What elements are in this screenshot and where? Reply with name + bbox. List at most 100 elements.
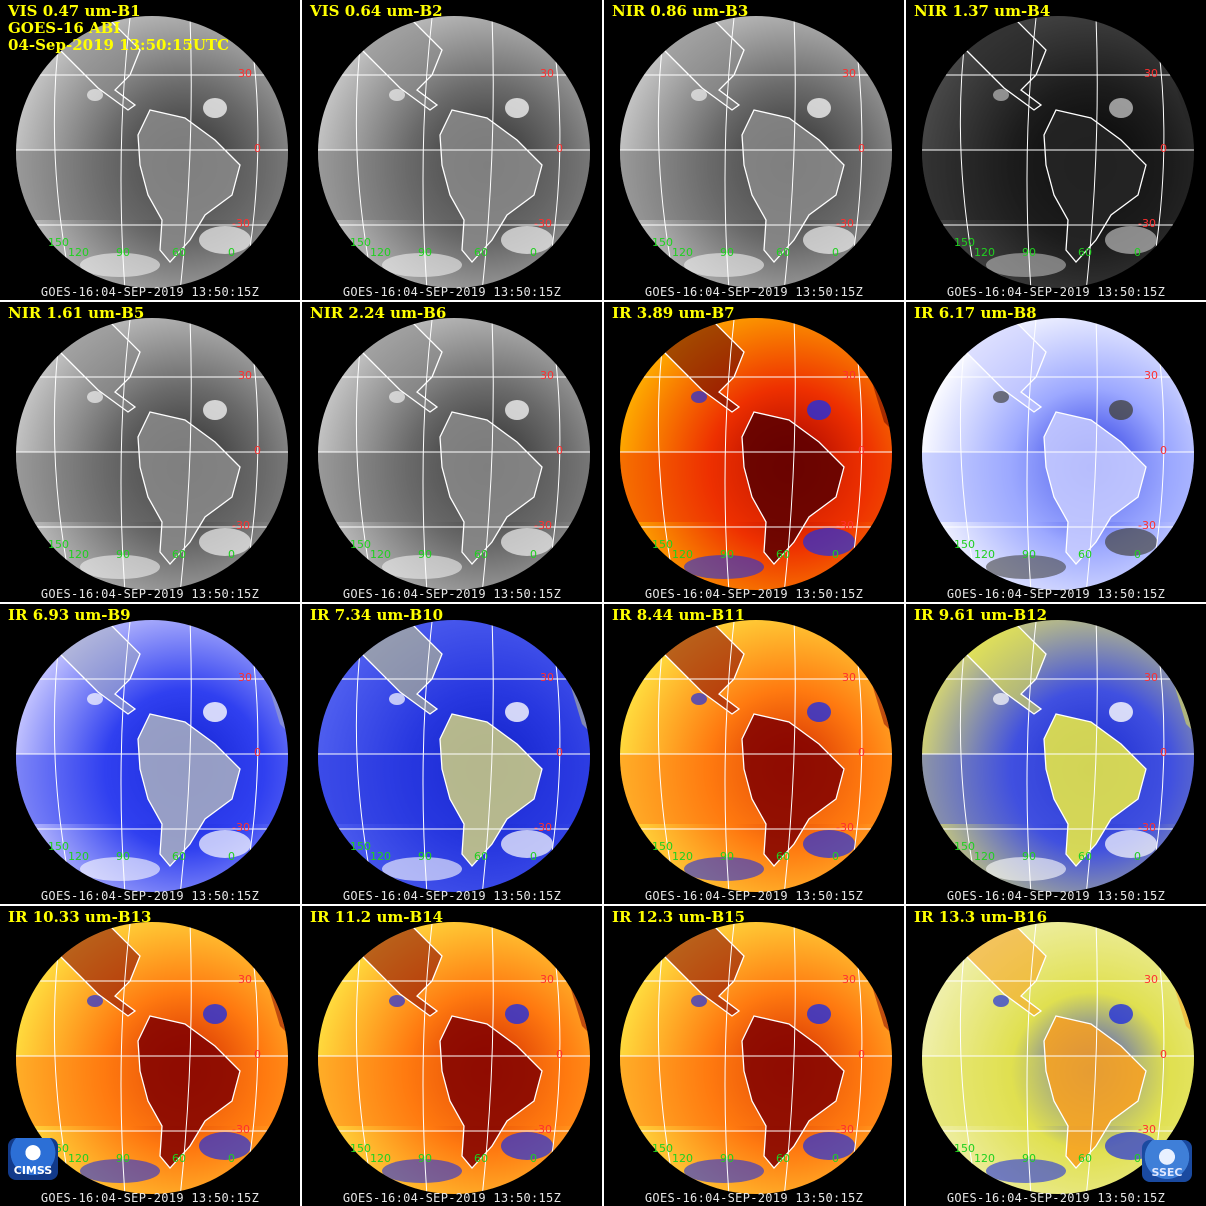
longitude-label: 0 — [1134, 246, 1141, 259]
band-title: IR 13.3 um-B16 — [914, 908, 1048, 926]
timestamp-footer: GOES-16:04-SEP-2019 13:50:15Z — [644, 889, 864, 903]
timestamp-footer: GOES-16:04-SEP-2019 13:50:15Z — [342, 587, 562, 601]
longitude-label: 90 — [1022, 850, 1036, 863]
longitude-label: 0 — [1134, 1152, 1141, 1165]
longitude-label: 150 — [954, 840, 975, 853]
latitude-label: 0 — [556, 142, 563, 155]
timestamp-footer: GOES-16:04-SEP-2019 13:50:15Z — [644, 587, 864, 601]
band-panel: 30 0 -30 150 120 90 60 0 IR 13.3 um-B16 GOES-16:0… — [906, 906, 1206, 1206]
longitude-label: 120 — [370, 548, 391, 561]
panel-divider — [0, 300, 1206, 302]
longitude-label: 150 — [652, 236, 673, 249]
longitude-label: 60 — [776, 246, 790, 259]
latitude-label: -30 — [1138, 217, 1156, 230]
longitude-label: 120 — [974, 548, 995, 561]
cimss-logo: CIMSS — [8, 1138, 58, 1180]
longitude-label: 90 — [116, 1152, 130, 1165]
band-title: VIS 0.47 um-B1 — [8, 2, 141, 20]
longitude-label: 120 — [974, 1152, 995, 1165]
latitude-label: 0 — [858, 444, 865, 457]
latitude-label: 30 — [540, 671, 554, 684]
longitude-label: 120 — [672, 1152, 693, 1165]
timestamp-footer: GOES-16:04-SEP-2019 13:50:15Z — [946, 889, 1166, 903]
band-title: IR 10.33 um-B13 — [8, 908, 152, 926]
latitude-label: -30 — [232, 821, 250, 834]
band-panel: 30 0 -30 150 120 90 60 0 VIS 0.64 um-B2 GOES-16:0… — [302, 0, 602, 300]
band-panel: 30 0 -30 150 120 90 60 0 NIR 1.37 um-B4 GOES-16:0… — [906, 0, 1206, 300]
latitude-label: 0 — [1160, 1048, 1167, 1061]
longitude-label: 60 — [1078, 246, 1092, 259]
longitude-label: 90 — [418, 850, 432, 863]
panel-divider — [0, 602, 1206, 604]
timestamp-footer: GOES-16:04-SEP-2019 13:50:15Z — [342, 285, 562, 299]
band-title: VIS 0.64 um-B2 — [310, 2, 443, 20]
longitude-label: 60 — [474, 548, 488, 561]
longitude-label: 150 — [350, 840, 371, 853]
latitude-label: -30 — [1138, 821, 1156, 834]
longitude-label: 120 — [370, 1152, 391, 1165]
latitude-label: 0 — [556, 444, 563, 457]
latitude-label: 30 — [1144, 973, 1158, 986]
timestamp-footer: GOES-16:04-SEP-2019 13:50:15Z — [342, 1191, 562, 1205]
timestamp-footer: GOES-16:04-SEP-2019 13:50:15Z — [644, 1191, 864, 1205]
latitude-label: 30 — [238, 973, 252, 986]
band-panel: 30 0 -30 150 120 90 60 0 IR 11.2 um-B14 GOES-16:0… — [302, 906, 602, 1206]
latitude-label: 0 — [254, 1048, 261, 1061]
band-panel: 30 0 -30 150 120 90 60 0 IR 8.44 um-B11 GOES-16:0… — [604, 604, 904, 904]
longitude-label: 60 — [474, 246, 488, 259]
longitude-label: 90 — [116, 246, 130, 259]
longitude-label: 120 — [370, 246, 391, 259]
longitude-label: 60 — [172, 548, 186, 561]
datetime-label: 04-Sep-2019 13:50:15UTC — [8, 36, 230, 54]
longitude-label: 150 — [350, 538, 371, 551]
latitude-label: -30 — [1138, 1123, 1156, 1136]
longitude-label: 120 — [672, 850, 693, 863]
band-panel: 30 0 -30 150 120 90 60 0 NIR 0.86 um-B3 GOES-16:0… — [604, 0, 904, 300]
longitude-label: 0 — [228, 246, 235, 259]
longitude-label: 0 — [1134, 548, 1141, 561]
latitude-label: -30 — [836, 821, 854, 834]
latitude-label: 30 — [540, 67, 554, 80]
band-title: IR 12.3 um-B15 — [612, 908, 746, 926]
longitude-label: 60 — [172, 850, 186, 863]
latitude-label: -30 — [836, 217, 854, 230]
band-title: IR 6.93 um-B9 — [8, 606, 131, 624]
longitude-label: 90 — [1022, 1152, 1036, 1165]
latitude-label: -30 — [534, 821, 552, 834]
longitude-label: 120 — [68, 548, 89, 561]
timestamp-footer: GOES-16:04-SEP-2019 13:50:15Z — [342, 889, 562, 903]
longitude-label: 90 — [1022, 548, 1036, 561]
latitude-label: 0 — [556, 746, 563, 759]
longitude-label: 90 — [418, 1152, 432, 1165]
timestamp-footer: GOES-16:04-SEP-2019 13:50:15Z — [40, 587, 260, 601]
band-panel: 30 0 -30 150 120 90 60 0 IR 6.17 um-B8 GOES-16:04… — [906, 302, 1206, 602]
longitude-label: 0 — [530, 548, 537, 561]
longitude-label: 60 — [172, 246, 186, 259]
band-title: IR 9.61 um-B12 — [914, 606, 1048, 624]
latitude-label: 0 — [254, 142, 261, 155]
longitude-label: 0 — [1134, 850, 1141, 863]
latitude-label: 30 — [238, 67, 252, 80]
longitude-label: 120 — [370, 850, 391, 863]
longitude-label: 120 — [68, 246, 89, 259]
band-title: NIR 0.86 um-B3 — [612, 2, 749, 20]
timestamp-footer: GOES-16:04-SEP-2019 13:50:15Z — [644, 285, 864, 299]
latitude-label: 30 — [842, 973, 856, 986]
latitude-label: 30 — [842, 671, 856, 684]
timestamp-footer: GOES-16:04-SEP-2019 13:50:15Z — [40, 1191, 260, 1205]
longitude-label: 150 — [954, 538, 975, 551]
latitude-label: 0 — [858, 1048, 865, 1061]
longitude-label: 150 — [954, 1142, 975, 1155]
longitude-label: 0 — [530, 246, 537, 259]
band-panel: 30 0 -30 150 120 90 60 0 IR 6.93 um-B9 GOES-16:04… — [0, 604, 300, 904]
longitude-label: 120 — [672, 548, 693, 561]
latitude-label: -30 — [232, 519, 250, 532]
timestamp-footer: GOES-16:04-SEP-2019 13:50:15Z — [40, 889, 260, 903]
longitude-label: 120 — [974, 246, 995, 259]
